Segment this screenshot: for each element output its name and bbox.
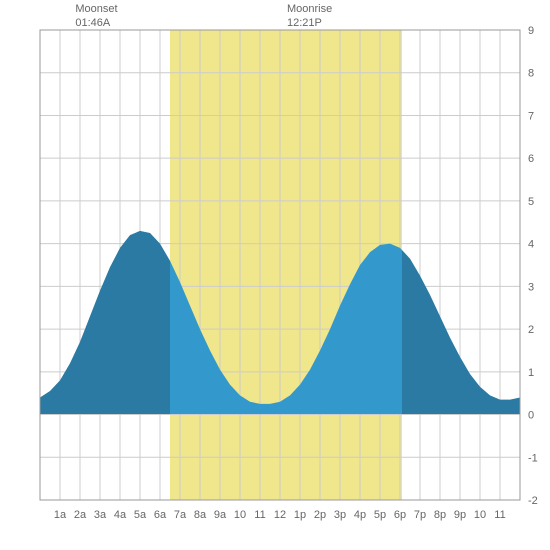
x-tick-label: 7a [174,509,187,521]
x-tick-label: 9a [214,509,227,521]
x-tick-label: 11 [254,509,265,521]
moonrise-time: 12:21P [287,16,332,30]
x-tick-label: 3p [334,509,346,521]
x-tick-label: 9p [454,509,466,521]
y-tick-label: 2 [528,324,534,336]
x-tick-label: 1p [294,509,306,521]
y-tick-label: 3 [528,281,534,293]
x-tick-label: 10 [234,509,246,521]
x-tick-label: 2p [314,509,326,521]
y-tick-label: 6 [528,153,534,165]
x-tick-label: 7p [414,509,426,521]
x-tick-label: 8a [194,509,207,521]
tide-chart: Moonset 01:46A Moonrise 12:21P 1a2a3a4a5… [0,0,550,550]
x-tick-label: 8p [434,509,446,521]
moonset-label: Moonset 01:46A [75,2,117,31]
y-tick-label: -2 [528,495,538,507]
y-tick-label: 1 [528,367,534,379]
y-tick-label: 5 [528,196,534,208]
moonrise-label: Moonrise 12:21P [287,2,332,31]
x-tick-label: 6a [154,509,167,521]
y-tick-label: 4 [528,239,534,251]
x-tick-label: 10 [474,509,486,521]
moonset-time: 01:46A [75,16,117,30]
x-tick-label: 6p [394,509,406,521]
x-tick-label: 5a [134,509,147,521]
x-tick-label: 1a [54,509,67,521]
moonset-title: Moonset [75,2,117,16]
y-tick-label: 9 [528,25,534,37]
x-tick-label: 4a [114,509,127,521]
y-tick-label: 8 [528,68,534,80]
x-tick-label: 2a [74,509,87,521]
x-tick-label: 4p [354,509,366,521]
x-tick-label: 3a [94,509,107,521]
x-tick-label: 12 [274,509,286,521]
y-tick-label: 7 [528,110,534,122]
y-tick-label: -1 [528,452,538,464]
moonrise-title: Moonrise [287,2,332,16]
x-tick-label: 11 [494,509,505,521]
x-tick-label: 5p [374,509,386,521]
chart-svg: 1a2a3a4a5a6a7a8a9a1011121p2p3p4p5p6p7p8p… [0,0,550,550]
y-tick-label: 0 [528,410,534,422]
